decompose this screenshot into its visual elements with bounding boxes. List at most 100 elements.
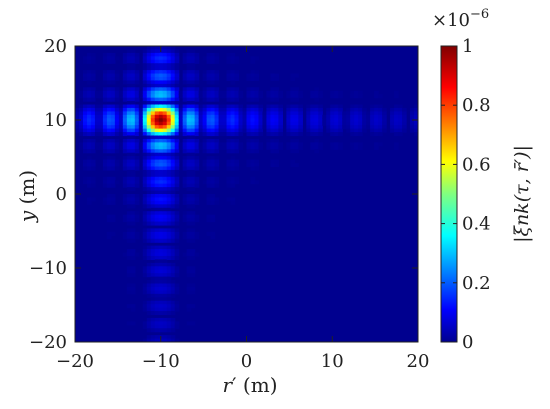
heatmap-cell — [154, 228, 160, 233]
heatmap-cell — [142, 173, 148, 178]
heatmap-cell — [322, 118, 327, 123]
heatmap-cell — [102, 80, 108, 85]
heatmap-cell — [314, 97, 319, 102]
heatmap-cell — [174, 238, 180, 243]
heatmap-cell — [102, 138, 108, 143]
heatmap-cell — [354, 94, 359, 99]
heatmap-cell — [366, 125, 371, 130]
heatmap-cell — [314, 138, 319, 143]
heatmap-cell — [186, 235, 192, 240]
heatmap-cell — [138, 94, 144, 99]
heatmap-cell — [150, 190, 156, 195]
heatmap-cell — [126, 321, 132, 326]
heatmap-cell — [82, 163, 88, 168]
heatmap-cell — [146, 183, 152, 188]
heatmap-cell — [162, 163, 168, 168]
heatmap-cell — [130, 221, 136, 226]
heatmap-cell — [270, 87, 276, 92]
heatmap-cell — [154, 176, 160, 181]
heatmap-cell — [170, 87, 176, 92]
heatmap-cell — [278, 111, 283, 116]
heatmap-cell — [170, 49, 176, 54]
heatmap-cell — [154, 200, 160, 205]
heatmap-cell — [150, 87, 156, 92]
heatmap-cell — [110, 125, 116, 130]
heatmap-cell — [254, 87, 260, 92]
heatmap-cell — [226, 121, 232, 126]
heatmap-cell — [106, 80, 112, 85]
heatmap-cell — [254, 114, 260, 119]
heatmap-cell — [298, 121, 303, 126]
heatmap-cell — [174, 70, 180, 75]
heatmap-cell — [234, 87, 240, 92]
heatmap-cell — [190, 197, 196, 202]
heatmap-cell — [190, 132, 196, 137]
heatmap-cell — [206, 159, 212, 164]
heatmap-cell — [146, 283, 152, 288]
heatmap-cell — [330, 114, 335, 119]
heatmap-cell — [170, 63, 176, 68]
heatmap-cell — [146, 262, 152, 267]
heatmap-cell — [202, 163, 208, 168]
heatmap-cell — [106, 104, 112, 109]
heatmap-cell — [250, 159, 256, 164]
heatmap-cell — [326, 107, 331, 112]
heatmap-cell — [362, 107, 367, 112]
heatmap-cell — [182, 59, 188, 64]
heatmap-cell — [254, 159, 260, 164]
heatmap-cell — [194, 156, 200, 161]
heatmap-cell — [134, 163, 140, 168]
heatmap-cell — [154, 194, 160, 199]
heatmap-cell — [118, 107, 124, 112]
heatmap-cell — [246, 128, 252, 133]
heatmap-cell — [210, 114, 216, 119]
heatmap-cell — [334, 90, 339, 95]
colorbar-tick-label: 0 — [462, 332, 473, 353]
heatmap-cell — [134, 125, 140, 130]
heatmap-cell — [86, 138, 92, 143]
heatmap-cell — [162, 138, 168, 143]
heatmap-cell — [290, 90, 295, 95]
colorbar-tick-label: 0.2 — [462, 273, 491, 294]
heatmap-cell — [206, 59, 212, 64]
heatmap-cell — [98, 94, 104, 99]
heatmap-cell — [190, 252, 196, 257]
heatmap-cell — [186, 169, 192, 174]
heatmap-cell — [142, 304, 148, 309]
heatmap-cell — [258, 145, 264, 150]
heatmap-cell — [186, 104, 192, 109]
heatmap-cell — [178, 128, 184, 133]
heatmap-cell — [410, 111, 415, 116]
heatmap-cell — [186, 159, 192, 164]
heatmap-cell — [166, 269, 172, 274]
heatmap-cell — [106, 231, 112, 236]
heatmap-cell — [174, 338, 180, 342]
heatmap-cell — [170, 245, 176, 250]
heatmap-cell — [294, 104, 299, 109]
heatmap-cell — [414, 125, 418, 130]
heatmap-cell — [330, 90, 335, 95]
heatmap-cell — [150, 194, 156, 199]
heatmap-cell — [114, 138, 120, 143]
heatmap-cell — [150, 317, 156, 322]
heatmap-cell — [170, 118, 176, 123]
heatmap-cell — [126, 166, 132, 171]
heatmap-cell — [326, 118, 331, 123]
heatmap-cell — [190, 73, 196, 78]
heatmap-cell — [270, 118, 276, 123]
heatmap-cell — [126, 128, 132, 133]
heatmap-cell — [294, 128, 299, 133]
heatmap-cell — [110, 180, 116, 185]
heatmap-cell — [118, 128, 124, 133]
heatmap-cell — [286, 132, 291, 137]
heatmap-cell — [142, 90, 148, 95]
heatmap-cell — [182, 252, 188, 257]
heatmap-cell — [314, 132, 319, 137]
heatmap-cell — [82, 114, 88, 119]
heatmap-cell — [250, 132, 256, 137]
heatmap-cell — [166, 152, 172, 157]
heatmap-cell — [354, 128, 359, 133]
heatmap-cell — [174, 166, 180, 171]
heatmap-cell — [330, 132, 335, 137]
